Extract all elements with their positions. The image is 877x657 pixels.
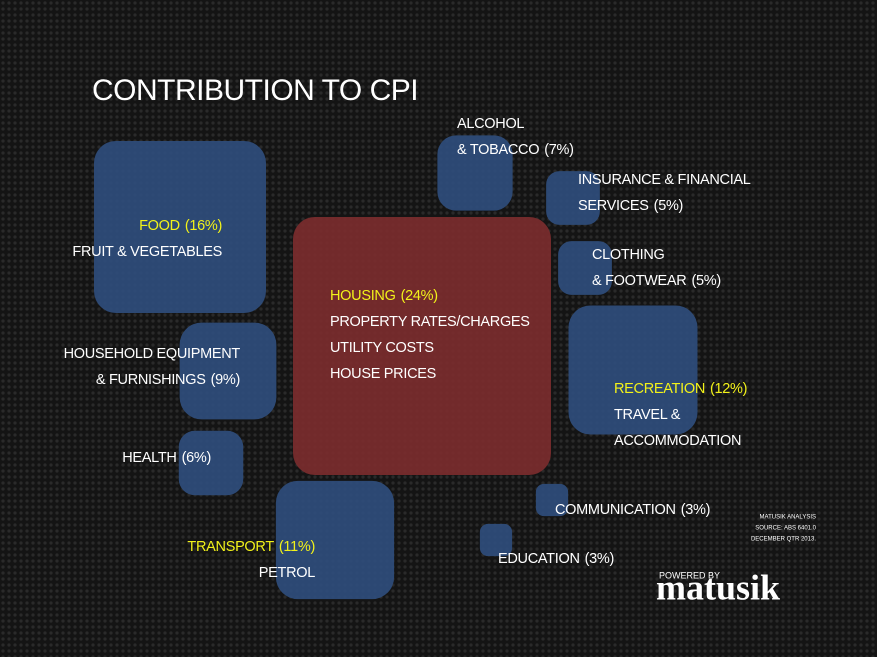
square (94, 141, 266, 313)
category-label: HOUSING (24%) (330, 288, 438, 304)
value-label: (6%) (182, 450, 211, 466)
category-label: SERVICES (5%) (578, 198, 683, 214)
chart-title: CONTRIBUTION TO CPI (92, 74, 418, 107)
category-line: SERVICES (578, 198, 649, 214)
square (558, 241, 612, 295)
category-line: & FOOTWEAR (592, 273, 686, 289)
category-label: & TOBACCO (7%) (457, 142, 574, 158)
source-note: SOURCE: ABS 6401.0 (755, 526, 816, 532)
source-note: MATUSIK ANALYSIS (760, 515, 816, 521)
square (275, 480, 395, 600)
detail-label: TRAVEL & (614, 407, 681, 423)
category-line: HOUSEHOLD EQUIPMENT (64, 346, 241, 362)
category-label: CLOTHING (592, 247, 665, 263)
category-label: TRANSPORT (11%) (187, 539, 315, 555)
category-label: RECREATION (12%) (614, 381, 747, 397)
value-label: (11%) (279, 539, 315, 555)
detail-label: FRUIT & VEGETABLES (72, 244, 222, 260)
category-label: & FOOTWEAR (5%) (592, 273, 721, 289)
category-label: COMMUNICATION (3%) (555, 502, 710, 518)
value-label: (7%) (544, 142, 573, 158)
detail-label: PROPERTY RATES/CHARGES (330, 314, 530, 330)
value-label: (16%) (185, 218, 222, 234)
detail-label: ACCOMMODATION (614, 433, 741, 449)
value-label: (9%) (211, 372, 240, 388)
category-line: HEALTH (122, 450, 176, 466)
square (437, 135, 513, 211)
value-label: (24%) (401, 288, 438, 304)
category-line: TRANSPORT (187, 539, 274, 555)
category-line: FOOD (139, 218, 180, 234)
value-label: (5%) (691, 273, 720, 289)
value-label: (3%) (681, 502, 710, 518)
category-line: & TOBACCO (457, 142, 539, 158)
square (546, 171, 600, 225)
square (293, 217, 551, 475)
category-line: CLOTHING (592, 247, 665, 263)
category-label: HEALTH (6%) (122, 450, 211, 466)
category-label: HOUSEHOLD EQUIPMENT (64, 346, 241, 362)
category-line: INSURANCE & FINANCIAL (578, 172, 751, 188)
value-label: (12%) (710, 381, 747, 397)
square (479, 523, 513, 557)
category-line: EDUCATION (498, 551, 580, 567)
detail-label: HOUSE PRICES (330, 366, 436, 382)
square (535, 483, 569, 517)
source-note: DECEMBER QTR 2013. (751, 537, 816, 543)
detail-label: PETROL (259, 565, 315, 581)
category-label: ALCOHOL (457, 116, 524, 132)
square (178, 430, 244, 496)
category-line: COMMUNICATION (555, 502, 676, 518)
brand-prefix: POWERED BY (659, 570, 720, 580)
category-label: EDUCATION (3%) (498, 551, 614, 567)
category-line: HOUSING (330, 288, 396, 304)
square (568, 305, 698, 435)
category-label: FOOD (16%) (139, 218, 222, 234)
value-label: (3%) (585, 551, 614, 567)
square (179, 322, 277, 420)
category-line: & FURNISHINGS (96, 372, 206, 388)
category-line: RECREATION (614, 381, 705, 397)
category-label: INSURANCE & FINANCIAL (578, 172, 751, 188)
value-label: (5%) (654, 198, 683, 214)
category-line: ALCOHOL (457, 116, 524, 132)
brand-name: matusik (656, 567, 780, 607)
detail-label: UTILITY COSTS (330, 340, 434, 356)
category-label: & FURNISHINGS (9%) (96, 372, 240, 388)
